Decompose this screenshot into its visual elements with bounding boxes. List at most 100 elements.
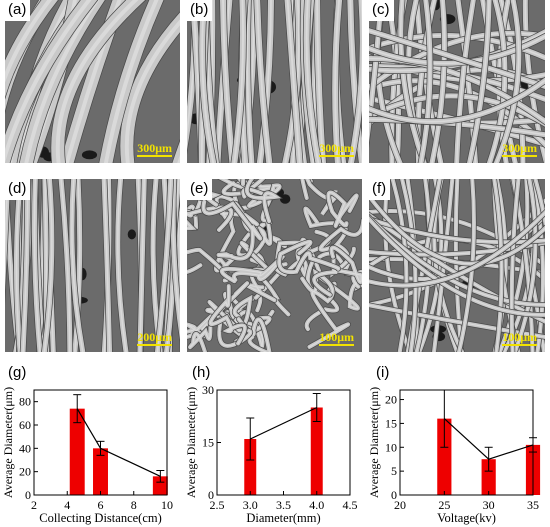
scale-bar-e: 100μm: [319, 331, 354, 346]
x-tick-label: 25: [438, 498, 450, 512]
chart-label-h: (h): [192, 364, 211, 381]
sem-panel-f: (f) 100μm: [369, 179, 545, 352]
fiber-highlight: [237, 196, 273, 256]
scale-bar-b: 300μm: [319, 142, 354, 157]
x-tick-label: 3.5: [276, 498, 291, 512]
fiber-highlight: [208, 282, 251, 347]
fiber-highlight: [532, 179, 544, 352]
micrograph-b: [187, 0, 362, 163]
bar: [244, 439, 257, 495]
micrograph-d: [5, 179, 180, 352]
y-axis-label: Average Diameter(μm): [367, 387, 381, 498]
fiber-highlight: [103, 179, 111, 352]
fiber-highlight: [369, 34, 545, 59]
bar: [69, 408, 85, 495]
fiber-highlight: [187, 249, 229, 282]
y-axis-label: Average Diameter(μm): [1, 387, 15, 498]
fiber-highlight: [117, 179, 127, 352]
fiber-highlight: [222, 0, 234, 163]
chart-h: 0 15 30 2.5 3.0 3.5 4.0 4.5 Diameter(mm) Average …: [183, 380, 366, 525]
y-tick-label: 0: [208, 488, 214, 502]
fiber-highlight: [369, 29, 545, 88]
micrograph-e: [187, 179, 362, 352]
sem-panel-a: (a) 300μm: [5, 0, 180, 163]
fiber-highlight: [60, 179, 71, 352]
panel-label-c: (c): [369, 0, 394, 21]
fiber-highlight: [258, 0, 272, 163]
y-tick-label: 20: [385, 393, 397, 407]
scale-bar-d: 200μm: [137, 331, 172, 346]
fiber-highlight: [420, 0, 431, 163]
fiber-highlight: [74, 179, 81, 352]
y-tick-label: 80: [19, 395, 31, 409]
scale-text-c: 300μm: [502, 141, 537, 155]
fiber-highlight: [242, 179, 278, 222]
fiber-highlight: [493, 179, 503, 352]
x-axis-label: Diameter(mm): [246, 511, 320, 525]
fiber-highlight: [350, 0, 362, 163]
x-tick-label: 2.5: [210, 498, 225, 512]
sem-panel-e: (e) 100μm: [187, 179, 362, 352]
scale-text-d: 200μm: [137, 330, 172, 344]
fiber-highlight: [488, 0, 506, 163]
x-tick-label: 6: [98, 498, 104, 512]
scale-line-c: [502, 155, 537, 157]
micrograph-f: [369, 179, 545, 352]
error-bar: [312, 393, 321, 422]
fiber-highlight: [156, 179, 172, 352]
fiber-highlight: [286, 0, 301, 163]
fiber-highlight: [431, 0, 446, 163]
fiber-highlight: [189, 326, 212, 352]
substrate-hole: [81, 150, 98, 160]
bar: [93, 448, 108, 495]
scale-bar-c: 300μm: [502, 142, 537, 157]
y-axis-label: Average Diameter(μm): [184, 387, 198, 498]
fiber-highlight: [139, 179, 146, 352]
scale-line-b: [319, 155, 354, 157]
trend-line: [250, 406, 318, 440]
panel-label-b: (b): [187, 0, 213, 21]
bar: [437, 418, 452, 495]
fiber-highlight: [238, 318, 270, 352]
fiber-highlight: [468, 0, 490, 163]
bar: [481, 459, 496, 495]
fiber-highlight: [305, 0, 320, 163]
scale-line-d: [137, 344, 172, 346]
y-tick-label: 10: [385, 440, 397, 454]
substrate-hole: [127, 229, 136, 240]
error-bar: [246, 417, 255, 461]
fiber-highlight: [255, 239, 321, 299]
bar: [310, 407, 323, 495]
micrograph-a: [5, 0, 180, 163]
fiber-highlight: [349, 0, 362, 163]
fiber-highlight: [319, 271, 362, 310]
fiber-highlight: [33, 179, 41, 352]
fiber-highlight: [124, 19, 180, 163]
sem-panel-b: (b) 300μm: [187, 0, 362, 163]
trend-line: [76, 408, 161, 477]
panel-label-e: (e): [187, 179, 213, 200]
panel-label-a: (a): [5, 0, 31, 21]
fiber-highlight: [334, 0, 340, 163]
fiber-highlight: [5, 0, 53, 83]
sem-panel-d: (d) 200μm: [5, 179, 180, 352]
y-tick-label: 0: [25, 488, 31, 502]
fiber-highlight: [391, 179, 408, 352]
fiber-highlight: [495, 0, 520, 163]
chart-label-i: (i): [376, 364, 390, 381]
scale-text-b: 300μm: [319, 141, 354, 155]
scale-line-f: [502, 344, 537, 346]
bar: [152, 476, 168, 495]
y-tick-label: 20: [19, 465, 31, 479]
fiber-highlight: [202, 201, 261, 260]
fiber-highlight: [233, 0, 244, 163]
fiber-highlight: [369, 79, 545, 123]
y-tick-label: 30: [202, 383, 214, 397]
micrograph-c: [369, 0, 545, 163]
x-tick-label: 20: [394, 498, 406, 512]
chart-i: 0 5 10 15 20 20 25 30 35 Voltage(kv) Average Diame…: [366, 380, 550, 525]
fiber-highlight: [221, 255, 284, 282]
error-bar: [73, 394, 82, 424]
axes-frame: [216, 389, 351, 496]
fiber-highlight: [313, 247, 362, 296]
